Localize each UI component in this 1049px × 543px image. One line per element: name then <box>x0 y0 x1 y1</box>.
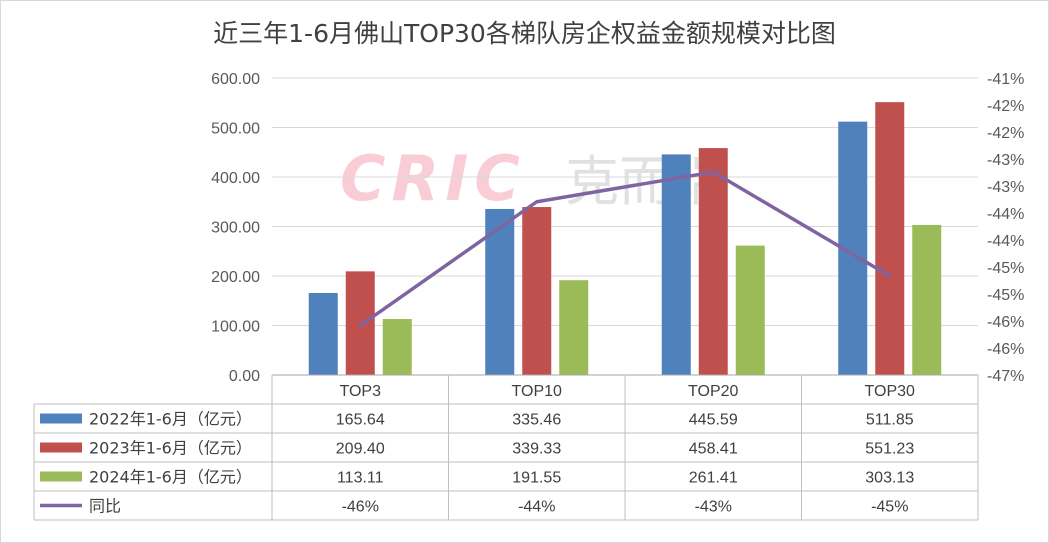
bar <box>735 245 765 375</box>
table-cell-value: 113.11 <box>337 470 384 487</box>
table-cell-value: 191.55 <box>512 470 561 487</box>
yoy-point <box>888 274 892 278</box>
y-right-tick-label: -45% <box>987 260 1024 277</box>
yoy-point <box>358 324 362 327</box>
legend-swatch <box>40 413 82 424</box>
bar <box>382 319 412 375</box>
bar <box>912 224 942 375</box>
x-category-label: TOP10 <box>512 383 563 400</box>
x-category-label: TOP20 <box>688 383 739 400</box>
table-cell-value: -44% <box>518 499 555 516</box>
y-right-tick-label: -44% <box>987 233 1024 250</box>
table-cell-value: 445.59 <box>689 412 738 429</box>
table-cell-value: -46% <box>342 499 379 516</box>
table-cell-value: 458.41 <box>689 441 738 458</box>
y-right-tick-label: -41% <box>987 71 1024 88</box>
y-left-tick-label: 200.00 <box>211 269 260 286</box>
yoy-line <box>358 170 892 328</box>
table-cell-value: 165.64 <box>336 412 385 429</box>
y-left-tick-label: 600.00 <box>211 71 260 88</box>
y-right-tick-label: -42% <box>987 125 1024 142</box>
y-right-tick-label: -46% <box>987 314 1024 331</box>
table-cell-value: 339.33 <box>512 441 561 458</box>
y-right-tick-label: -44% <box>987 206 1024 223</box>
bar <box>485 208 515 375</box>
table-cell-value: -43% <box>695 499 732 516</box>
y-left-tick-label: 500.00 <box>211 121 260 138</box>
legend-series-name: 同比 <box>89 497 121 516</box>
legend-series-name: 2022年1-6月（亿元） <box>89 410 252 429</box>
table-cell-value: -45% <box>871 499 908 516</box>
table-cell-value: 261.41 <box>689 470 738 487</box>
y-right-tick-label: -45% <box>987 287 1024 304</box>
bar <box>522 207 552 375</box>
y-right-tick-label: -46% <box>987 341 1024 358</box>
bar <box>875 102 905 376</box>
bar <box>308 293 338 375</box>
table-cell-value: 551.23 <box>865 441 914 458</box>
watermark-logo-text: CRIC <box>340 142 526 215</box>
legend-series-name: 2024年1-6月（亿元） <box>89 468 252 487</box>
x-category-label: TOP30 <box>865 383 916 400</box>
bar <box>661 154 691 375</box>
legend-swatch <box>40 471 82 482</box>
y-right-tick-label: -47% <box>987 368 1024 385</box>
table-cell-value: 335.46 <box>512 412 561 429</box>
y-left-tick-label: 400.00 <box>211 170 260 187</box>
y-right-tick-label: -42% <box>987 98 1024 115</box>
bar <box>698 148 728 375</box>
table-cell-value: 511.85 <box>866 412 914 429</box>
yoy-point <box>711 170 715 174</box>
table-cell-value: 303.13 <box>865 470 914 487</box>
y-left-tick-label: 100.00 <box>211 319 260 336</box>
y-right-tick-label: -43% <box>987 179 1024 196</box>
y-left-tick-label: 300.00 <box>211 220 260 237</box>
bar <box>559 280 589 375</box>
table-cell-value: 209.40 <box>336 441 385 458</box>
y-left-tick-label: 0.00 <box>229 368 260 385</box>
legend-series-name: 2023年1-6月（亿元） <box>89 439 252 458</box>
legend-swatch <box>40 442 82 453</box>
y-right-tick-label: -43% <box>987 152 1024 169</box>
chart-title: 近三年1-6月佛山TOP30各梯队房企权益金额规模对比图 <box>213 19 836 48</box>
yoy-point <box>535 200 539 204</box>
bar <box>345 271 375 375</box>
x-category-label: TOP3 <box>340 383 382 400</box>
